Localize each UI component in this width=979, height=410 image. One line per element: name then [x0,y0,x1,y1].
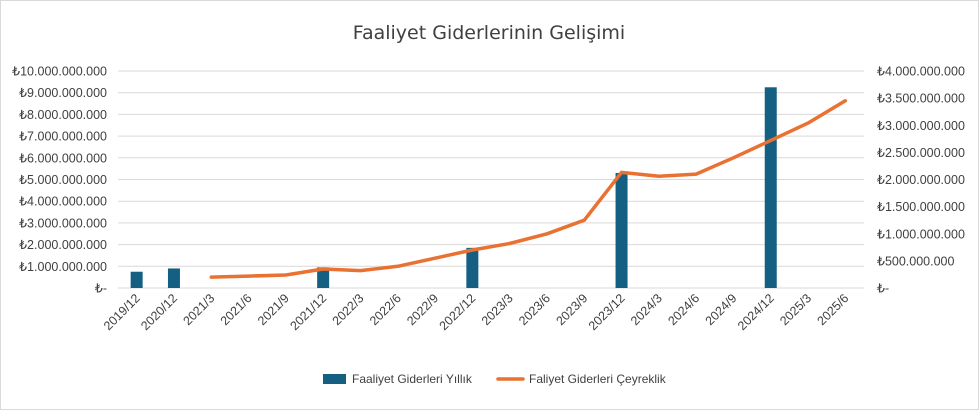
y-left-tick-label: ₺5.000.000.000 [19,173,107,187]
x-tick-label: 2023/9 [553,291,590,328]
y-right-tick-label: ₺3.000.000.000 [877,119,965,133]
bar [764,87,777,289]
legend-line-label: Faliyet Giderleri Çeyreklik [529,372,667,386]
y-right-tick-label: ₺4.000.000.000 [877,65,965,79]
gridlines [118,70,864,289]
legend-bar-swatch [323,374,346,384]
y-left-tick-label: ₺10.000.000.000 [12,65,107,79]
right-axis: ₺- ₺500.000.000 ₺1.000.000.000 ₺1.500.000.0… [877,65,965,296]
bar [615,172,628,288]
line-series [209,99,848,279]
x-tick-label: 2023/12 [586,291,628,333]
y-left-tick-label: ₺3.000.000.000 [19,216,107,230]
y-left-tick-label: ₺7.000.000.000 [19,130,107,144]
line-series-path [209,99,848,279]
y-right-tick-label: ₺- [877,282,889,296]
bar [167,268,180,288]
x-tick-label: 2024/9 [703,291,740,328]
x-tick-label: 2024/3 [628,291,665,328]
x-tick-label: 2020/12 [138,291,180,333]
x-tick-label: 2024/12 [735,291,777,333]
x-tick-label: 2024/6 [665,291,702,328]
bar [130,271,143,288]
x-tick-label: 2025/6 [815,291,852,328]
x-tick-label: 2021/9 [255,291,292,328]
legend: Faaliyet Giderleri Yıllık Faliyet Giderl… [323,372,667,386]
x-tick-label: 2022/6 [367,291,404,328]
x-tick-label: 2025/3 [777,291,814,328]
x-tick-label: 2023/6 [516,291,553,328]
bar-series [130,87,777,289]
y-left-tick-label: ₺9.000.000.000 [19,86,107,100]
x-tick-label: 2021/6 [218,291,255,328]
chart-title: Faaliyet Giderlerinin Gelişimi [353,22,625,44]
y-right-tick-label: ₺500.000.000 [877,254,955,268]
y-right-tick-label: ₺2.000.000.000 [877,173,965,187]
y-right-tick-label: ₺3.500.000.000 [877,92,965,106]
y-left-tick-label: ₺4.000.000.000 [19,195,107,209]
x-tick-label: 2019/12 [101,291,143,333]
bar [466,247,479,288]
x-tick-label: 2022/3 [330,291,367,328]
bar [317,267,330,288]
x-tick-label: 2023/3 [479,291,516,328]
x-tick-label: 2021/12 [287,291,329,333]
legend-bar-label: Faaliyet Giderleri Yıllık [352,372,473,386]
x-tick-label: 2022/12 [437,291,479,333]
y-right-tick-label: ₺2.500.000.000 [877,146,965,160]
y-left-tick-label: ₺6.000.000.000 [19,151,107,165]
x-tick-label: 2022/9 [404,291,441,328]
y-left-tick-label: ₺8.000.000.000 [19,108,107,122]
y-left-tick-label: ₺2.000.000.000 [19,238,107,252]
y-right-tick-label: ₺1.500.000.000 [877,200,965,214]
left-axis: ₺- ₺1.000.000.000 ₺2.000.000.000 ₺3.000.000… [12,65,107,296]
y-left-tick-label: ₺1.000.000.000 [19,260,107,274]
x-tick-label: 2021/3 [180,291,217,328]
y-left-tick-label: ₺- [95,282,107,296]
y-right-tick-label: ₺1.000.000.000 [877,227,965,241]
